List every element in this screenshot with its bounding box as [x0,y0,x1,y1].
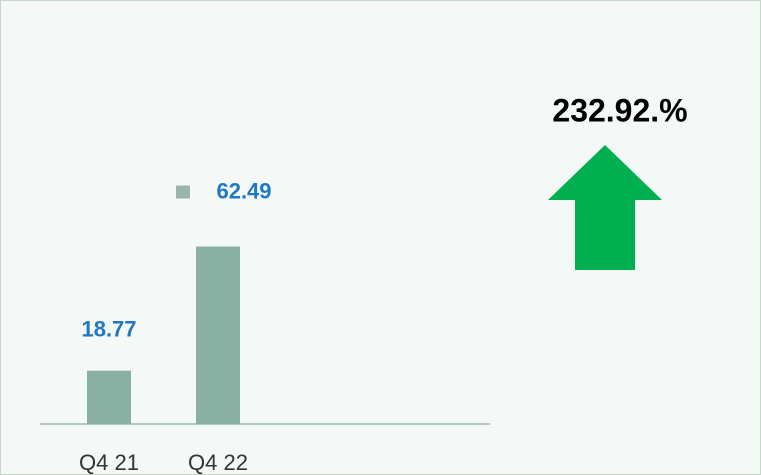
legend-marker [176,185,190,199]
bar [87,370,131,424]
x-tick-label: Q4 22 [188,450,248,475]
up-arrow [548,145,662,270]
change-label: 232.92.% [552,92,687,128]
bar [196,246,240,424]
value-label: 62.49 [216,178,271,203]
value-label: 18.77 [81,317,136,342]
x-tick-label: Q4 21 [79,450,139,475]
